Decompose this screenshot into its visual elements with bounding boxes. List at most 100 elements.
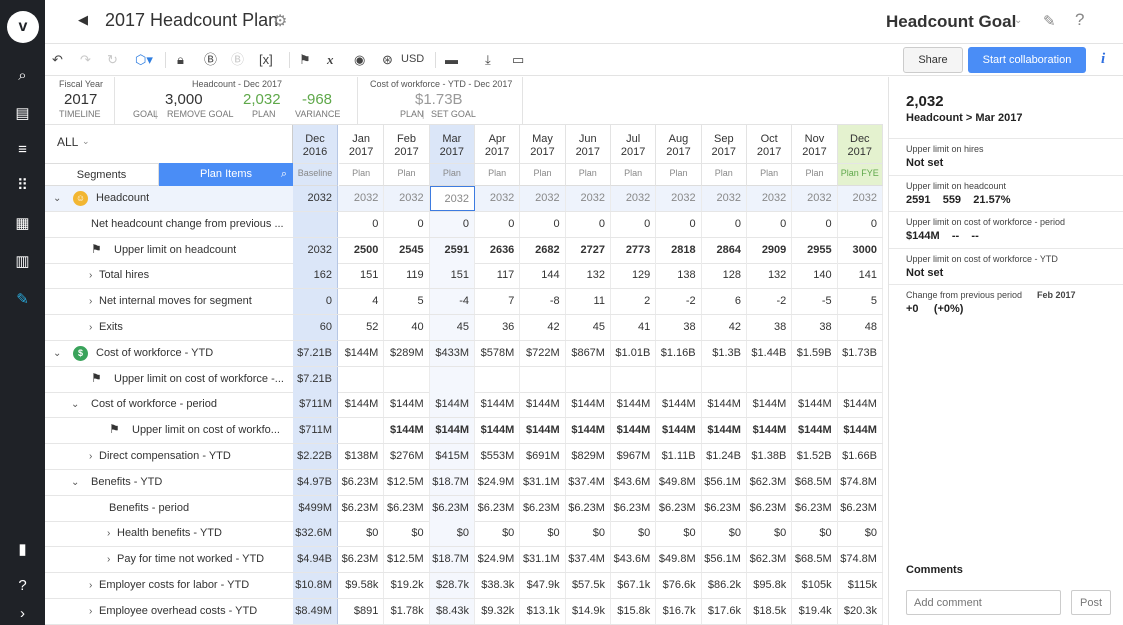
value-cell[interactable]: $1.3B (702, 340, 747, 366)
col-header-month[interactable]: Oct 2017 Plan (746, 125, 793, 186)
chevron-down-icon[interactable]: ⌄ (71, 399, 80, 411)
value-cell[interactable]: $1.52B (792, 444, 838, 469)
chevron-down-icon[interactable]: ⌄ (82, 136, 90, 146)
value-cell[interactable]: 2032 (702, 186, 747, 211)
tab-segments[interactable]: Segments (45, 163, 159, 186)
value-cell[interactable]: $18.5k (747, 598, 793, 624)
baseline-cell[interactable]: 162 (293, 263, 338, 289)
row-label[interactable]: Headcount (96, 192, 150, 204)
value-cell[interactable]: 2032 (838, 186, 883, 211)
value-cell[interactable]: $1.44B (747, 340, 793, 366)
chevron-down-icon[interactable]: ⌄ (53, 193, 62, 204)
value-cell[interactable]: 0 (429, 211, 475, 237)
value-cell[interactable]: $144M (611, 418, 657, 444)
row-label[interactable]: Exits (99, 321, 123, 333)
value-cell[interactable]: $12.5M (384, 469, 430, 495)
col-header-month[interactable]: Jan 2017 Plan (339, 125, 385, 186)
baseline-cell[interactable]: $711M (293, 418, 338, 444)
value-cell[interactable]: $37.4M (566, 469, 611, 495)
value-cell[interactable]: 151 (339, 263, 385, 289)
help-icon[interactable]: ? (1075, 10, 1085, 29)
row-label[interactable]: Net internal moves for segment (99, 295, 252, 308)
row-label[interactable]: Upper limit on cost of workforce -... (114, 372, 284, 385)
value-cell[interactable]: $1.16B (656, 340, 702, 366)
table-row[interactable]: › Net internal moves for segment 0 4 5 -4 7 -8 1… (45, 289, 883, 316)
value-cell[interactable]: $144M (702, 392, 747, 418)
value-cell[interactable]: 128 (702, 263, 747, 289)
value-cell[interactable]: 2818 (656, 237, 702, 263)
chevron-right-icon[interactable]: › (107, 554, 111, 566)
value-cell[interactable]: $144M (747, 418, 793, 444)
value-cell[interactable]: $105k (792, 573, 838, 598)
value-cell[interactable]: 42 (702, 315, 747, 340)
value-cell[interactable]: $57.5k (566, 573, 611, 598)
value-cell[interactable]: $6.23M (566, 495, 611, 521)
value-cell[interactable]: $867M (566, 340, 611, 366)
row-label[interactable]: Employer costs for labor - YTD (99, 579, 250, 591)
value-cell[interactable]: 138 (656, 263, 702, 289)
value-cell[interactable]: $74.8M (838, 547, 883, 573)
value-cell[interactable]: 45 (566, 315, 611, 340)
value-cell[interactable]: 2032 (792, 186, 838, 211)
value-cell[interactable] (792, 366, 838, 392)
value-cell[interactable]: $0 (611, 521, 657, 547)
value-cell[interactable]: $1.11B (656, 444, 702, 469)
value-cell[interactable]: -2 (656, 289, 702, 315)
value-cell[interactable]: $8.43k (429, 598, 475, 624)
value-cell[interactable]: $144M (475, 418, 521, 444)
value-cell[interactable]: $0 (566, 521, 611, 547)
value-cell[interactable]: 132 (747, 263, 793, 289)
value-cell[interactable]: 2032 (339, 186, 385, 211)
value-cell[interactable]: $16.7k (656, 598, 702, 624)
value-cell[interactable]: -8 (520, 289, 566, 315)
row-label[interactable]: Total hires (99, 269, 150, 282)
chevron-right-icon[interactable]: › (89, 605, 93, 617)
value-cell[interactable]: 38 (792, 315, 838, 340)
value-cell[interactable]: $6.23M (838, 495, 883, 521)
value-cell[interactable]: $68.5M (792, 547, 838, 573)
value-cell[interactable]: 2500 (339, 237, 385, 263)
value-cell[interactable]: $0 (429, 521, 475, 547)
value-cell[interactable]: $0 (838, 521, 883, 547)
value-cell[interactable]: $144M (475, 392, 521, 418)
post-button[interactable]: Post (1071, 590, 1111, 615)
value-cell[interactable]: $6.23M (611, 495, 657, 521)
value-cell[interactable]: $67.1k (611, 573, 657, 598)
table-row[interactable]: Net headcount change from previous ... 0 0… (45, 211, 883, 238)
value-cell[interactable]: $56.1M (702, 469, 747, 495)
value-cell[interactable]: -4 (429, 289, 475, 315)
chevron-down-icon[interactable]: ⌄ (53, 347, 62, 359)
pencil-icon[interactable]: ✎ (1043, 13, 1056, 30)
table-row[interactable]: ⌄ ☺ Headcount 2032 2032 2032 2032 2032 2032 2032 2… (45, 186, 883, 212)
currency-icon[interactable]: Ⓑ (204, 52, 218, 67)
row-label[interactable]: Upper limit on cost of workfo... (132, 424, 280, 437)
table-row[interactable]: › Employee overhead costs - YTD $8.49M $891… (45, 598, 883, 625)
value-cell[interactable]: $31.1M (520, 469, 566, 495)
col-header-month[interactable]: Mar 2017 Plan (429, 125, 475, 186)
row-label[interactable]: Health benefits - YTD (117, 527, 222, 540)
gear-icon[interactable]: ⚙ (273, 13, 288, 30)
undo-icon[interactable]: ↶ (52, 52, 63, 67)
download-icon[interactable]: ⤓ (485, 52, 491, 67)
baseline-cell[interactable]: $711M (293, 392, 338, 418)
flag-icon[interactable]: ⚑ (299, 52, 311, 67)
value-cell[interactable]: 0 (838, 211, 883, 237)
value-cell[interactable]: 48 (838, 315, 883, 340)
value-cell[interactable]: 141 (838, 263, 883, 289)
value-cell[interactable] (611, 366, 657, 392)
table-row[interactable]: › Total hires 162 151 119 151 117 144 132 129 138 1… (45, 263, 883, 290)
filter-dropdown[interactable]: ALL (57, 135, 79, 149)
value-cell[interactable]: 151 (429, 263, 475, 289)
row-label[interactable]: Cost of workforce - period (91, 398, 217, 411)
value-cell[interactable]: $0 (656, 521, 702, 547)
value-cell[interactable]: $144M (656, 392, 702, 418)
table-row[interactable]: ⌄ Cost of workforce - period $711M $144M $14… (45, 392, 883, 419)
value-cell[interactable] (747, 366, 793, 392)
value-cell[interactable]: 5 (384, 289, 430, 315)
value-cell[interactable]: $144M (384, 392, 430, 418)
globe-icon[interactable]: ⊛ (382, 52, 393, 67)
value-cell[interactable] (339, 366, 385, 392)
value-cell[interactable]: 0 (384, 211, 430, 237)
value-cell[interactable]: $68.5M (792, 469, 838, 495)
table-row[interactable]: ⚑ Upper limit on headcount 2032 2500 2545 259… (45, 237, 883, 264)
